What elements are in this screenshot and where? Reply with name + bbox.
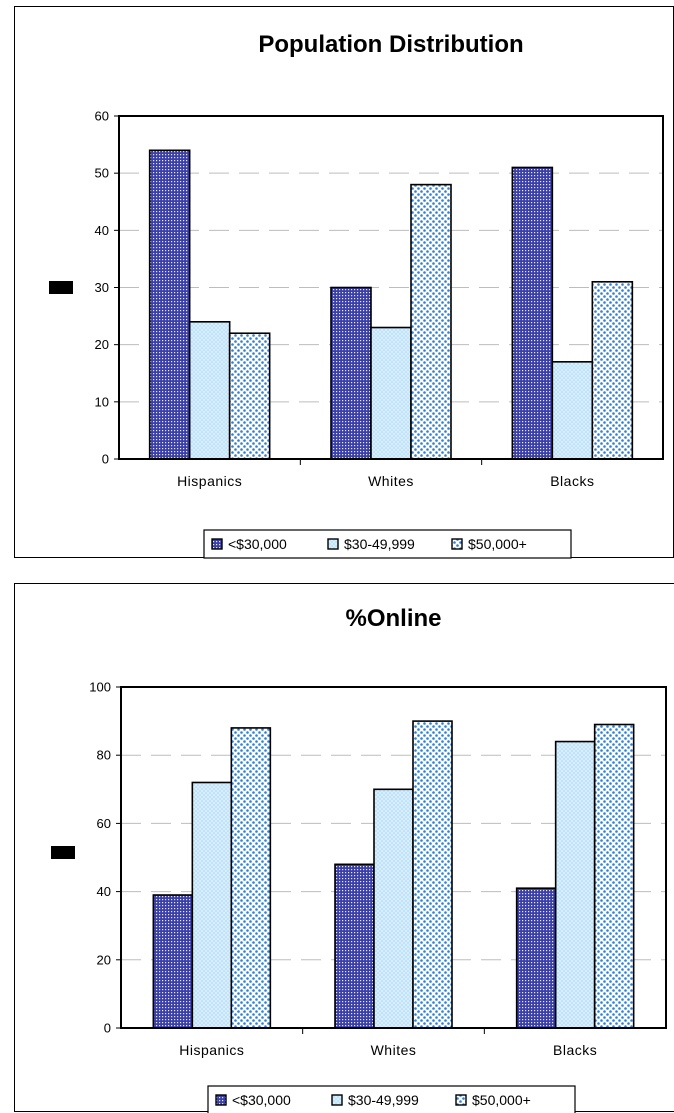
y-tick-label: 30	[95, 280, 109, 295]
bar-2	[373, 788, 414, 1029]
legend: <$30,000 $30-49,999 $50,000+	[207, 1085, 576, 1113]
y-tick-label: 40	[95, 223, 109, 238]
bar-1	[148, 149, 191, 460]
bar-1	[152, 894, 194, 1029]
plot-area	[120, 686, 667, 1029]
plot-area	[118, 115, 664, 460]
legend: <$30,000 $30-49,999 $50,000+	[203, 529, 572, 559]
x-tick-label: Whites	[371, 1042, 417, 1058]
legend-label-3: $50,000+	[468, 536, 527, 552]
percent-online-chart: %Online 0 20 40 60 80 100 Hispanics Whites Blacks…	[14, 583, 674, 1113]
y-tick-label: 60	[97, 816, 111, 831]
bar-1	[334, 863, 375, 1029]
y-tick-label: 0	[104, 1021, 111, 1036]
legend-swatch-1	[211, 538, 223, 550]
bar-1	[511, 166, 554, 460]
bar-1	[330, 286, 372, 460]
population-distribution-chart: Population Distribution 0 10 20 30 40 50 60 Hisp…	[14, 6, 674, 559]
legend-swatch-3	[451, 538, 463, 550]
bar-3	[412, 720, 453, 1029]
chart-title: %Online	[345, 605, 441, 632]
chart-title: Population Distribution	[258, 31, 523, 58]
bar-3	[593, 723, 635, 1029]
y-tick-label: 20	[95, 337, 109, 352]
bar-3	[591, 280, 634, 460]
x-tick-label: Whites	[368, 473, 414, 489]
bar-3	[228, 332, 271, 460]
x-tick-label: Hispanics	[177, 473, 242, 489]
bar-2	[191, 781, 233, 1029]
legend-label-2: $30-49,999	[344, 536, 415, 552]
y-tick-label: 60	[95, 109, 109, 124]
bar-2	[370, 326, 412, 460]
legend-swatch-3	[455, 1094, 467, 1106]
bar-3	[410, 183, 452, 460]
y-axis-marker	[51, 846, 75, 859]
legend-label-1: <$30,000	[228, 536, 287, 552]
y-tick-label: 10	[95, 394, 109, 409]
x-tick-label: Blacks	[550, 473, 594, 489]
legend-swatch-2	[327, 538, 339, 550]
bar-1	[515, 887, 557, 1029]
legend-box	[203, 529, 572, 559]
bar-3	[230, 727, 272, 1029]
legend-label-2: $30-49,999	[348, 1092, 419, 1108]
y-tick-label: 0	[102, 452, 109, 467]
y-tick-label: 20	[97, 952, 111, 967]
bar-2	[551, 361, 594, 460]
y-tick-label: 50	[95, 166, 109, 181]
percent-online-plot: %Online 0 20 40 60 80 100 Hispanics Whites Blacks…	[51, 605, 667, 1113]
legend-box	[207, 1085, 576, 1113]
x-tick-label: Blacks	[553, 1042, 597, 1058]
legend-label-3: $50,000+	[472, 1092, 531, 1108]
y-tick-label: 100	[89, 680, 111, 695]
legend-label-1: <$30,000	[232, 1092, 291, 1108]
y-tick-label: 80	[97, 748, 111, 763]
legend-swatch-1	[215, 1094, 227, 1106]
y-tick-label: 40	[97, 884, 111, 899]
bar-2	[554, 740, 596, 1029]
bar-2	[188, 320, 231, 460]
x-tick-label: Hispanics	[179, 1042, 244, 1058]
y-axis-marker	[49, 281, 73, 294]
population-distribution-plot: Population Distribution 0 10 20 30 40 50 60 Hisp…	[49, 31, 664, 559]
legend-swatch-2	[331, 1094, 343, 1106]
